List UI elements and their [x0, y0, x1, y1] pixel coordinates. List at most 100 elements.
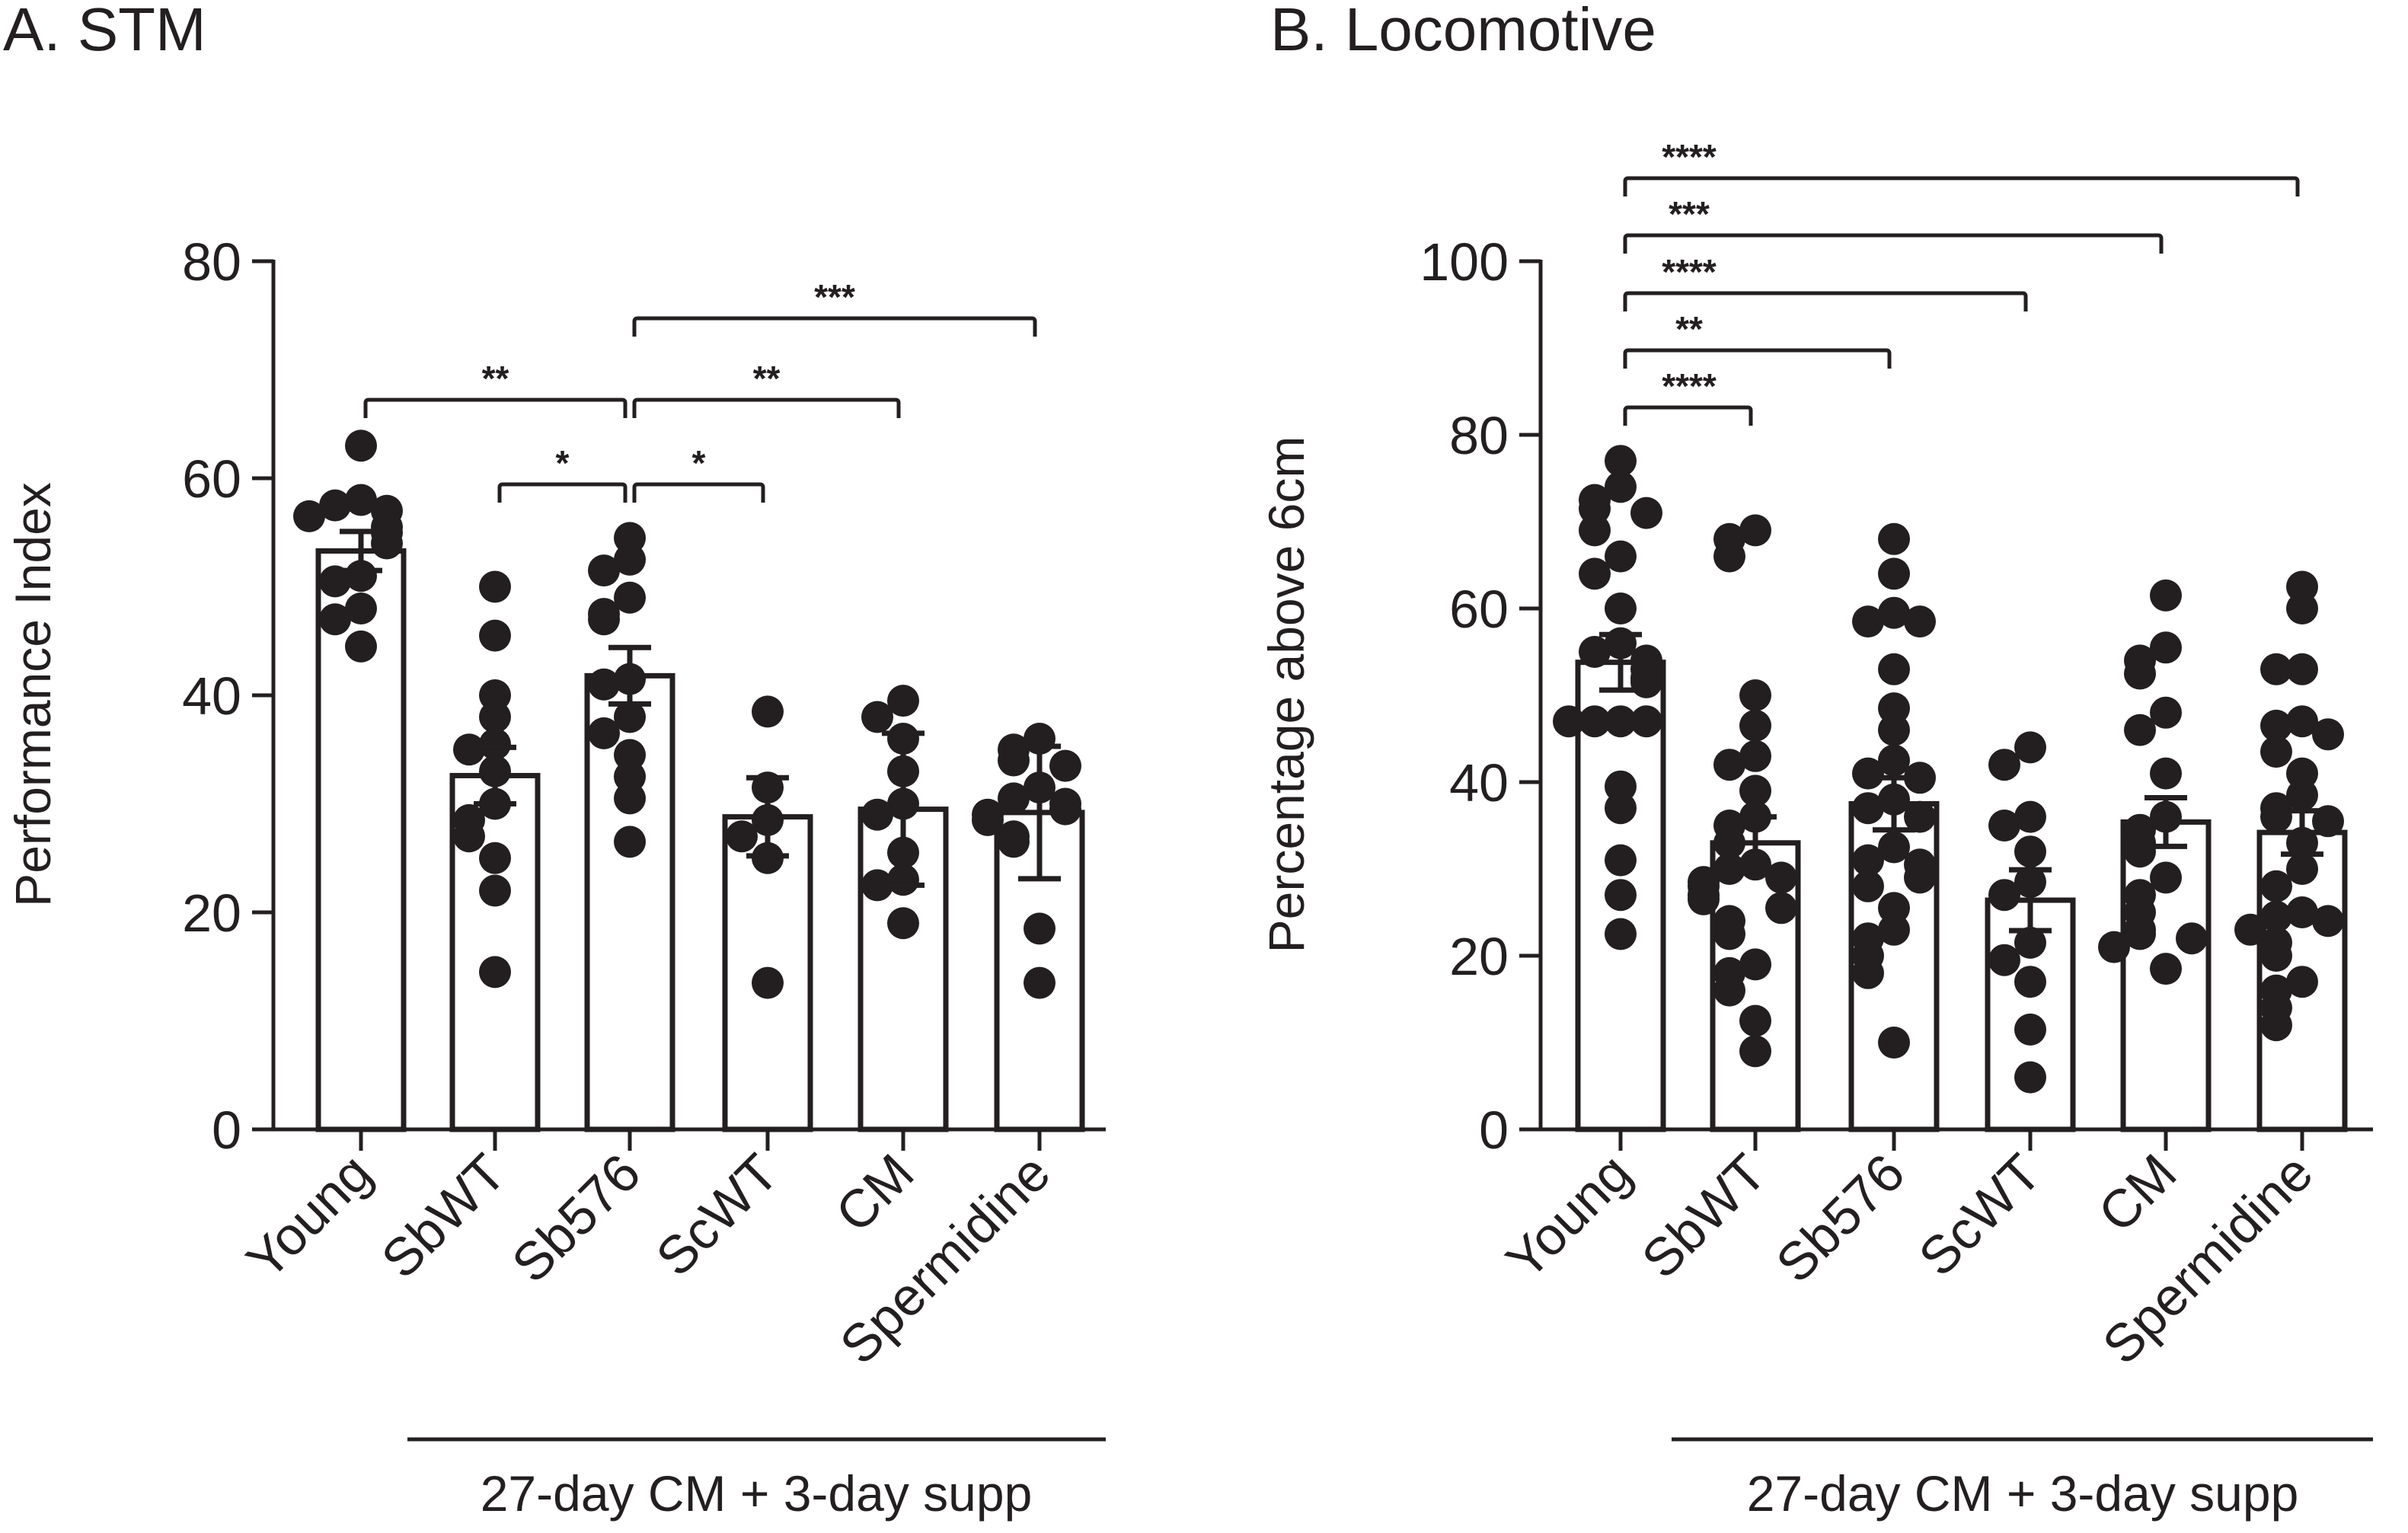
significance-bracket	[1623, 233, 2164, 254]
y-tick-label: 20	[182, 883, 241, 943]
panel-title: A. STM	[3, 0, 206, 63]
data-point	[998, 826, 1030, 858]
significance-label: ***	[1669, 194, 1710, 234]
y-tick-label: 80	[1449, 406, 1509, 465]
group-label: 27-day CM + 3-day supp	[481, 1465, 1033, 1522]
data-point	[2286, 779, 2318, 812]
data-point	[2150, 631, 2182, 664]
x-tick-label: ScWT	[645, 1142, 790, 1287]
data-point	[2260, 800, 2292, 833]
data-point	[1605, 705, 1637, 738]
y-tick-label: 60	[1449, 580, 1509, 639]
data-point	[1739, 739, 1771, 772]
data-point	[2014, 731, 2046, 764]
data-point	[1605, 879, 1637, 912]
significance-bracket	[1623, 405, 1753, 426]
data-point	[614, 782, 646, 815]
significance-label: ****	[1662, 137, 1717, 177]
data-point	[1878, 522, 1910, 555]
data-point	[887, 685, 919, 717]
y-axis-label: Percentage above 6cm	[1258, 436, 1314, 953]
x-tick-label: Young	[235, 1142, 383, 1290]
data-point	[1852, 605, 1884, 638]
data-point	[998, 744, 1030, 777]
data-point	[726, 820, 758, 853]
data-point	[887, 907, 919, 940]
data-point	[2014, 1013, 2046, 1046]
data-point	[345, 484, 377, 516]
data-point	[1765, 892, 1797, 925]
data-point	[1688, 883, 1720, 915]
significance-bracket	[1623, 348, 1892, 369]
data-point	[319, 603, 351, 636]
significance-label: **	[753, 359, 781, 398]
significance-bracket	[1623, 176, 2300, 196]
x-tick-label: Young	[1495, 1142, 1643, 1290]
data-point	[2014, 800, 2046, 833]
data-point	[479, 956, 511, 988]
data-point	[861, 798, 893, 831]
data-point	[371, 527, 403, 560]
significance-label: ****	[1662, 366, 1717, 406]
data-point	[1605, 792, 1637, 825]
data-point	[614, 543, 646, 576]
data-point	[1852, 844, 1884, 877]
data-point	[1049, 749, 1081, 782]
data-point	[1878, 596, 1910, 629]
data-point	[861, 869, 893, 902]
data-point	[972, 803, 1004, 836]
data-point	[2260, 736, 2292, 768]
data-point	[479, 701, 511, 733]
data-point	[2176, 922, 2208, 955]
y-tick-label: 0	[1479, 1100, 1509, 1160]
data-point	[479, 619, 511, 652]
significance-bracket	[1623, 291, 2028, 311]
data-point	[614, 826, 646, 858]
x-tick-label: CM	[824, 1142, 925, 1243]
panel-title: B. Locomotive	[1270, 0, 1656, 63]
data-point	[2014, 835, 2046, 868]
data-point	[1605, 471, 1637, 503]
significance-bracket	[363, 398, 628, 418]
y-tick-label: 40	[182, 666, 241, 726]
data-point	[2286, 705, 2318, 738]
data-point	[2260, 900, 2292, 933]
data-point	[1739, 774, 1771, 807]
data-point	[2124, 657, 2156, 690]
data-point	[1049, 793, 1081, 826]
data-point	[2150, 953, 2182, 985]
data-point	[1713, 853, 1745, 885]
data-point	[345, 430, 377, 462]
data-point	[1713, 749, 1745, 781]
data-point	[1904, 861, 1936, 894]
data-point	[2098, 931, 2130, 963]
data-point	[1878, 557, 1910, 590]
significance-label: ****	[1662, 252, 1717, 292]
data-point	[479, 874, 511, 907]
data-point	[2286, 592, 2318, 624]
data-point	[2286, 896, 2318, 928]
data-point	[1904, 605, 1936, 638]
data-point	[2124, 918, 2156, 950]
data-point	[1739, 679, 1771, 711]
data-point	[319, 565, 351, 598]
y-axis-label: Performance Index	[5, 482, 61, 907]
bar-cm	[857, 806, 949, 1132]
x-tick-label: ScWT	[1908, 1142, 2052, 1287]
x-tick-label: SbWT	[370, 1142, 517, 1289]
data-point	[1878, 744, 1910, 777]
data-point	[1024, 966, 1055, 999]
data-point	[1988, 879, 2020, 912]
data-point	[2286, 653, 2318, 685]
data-point	[1852, 870, 1884, 902]
data-point	[2124, 835, 2156, 868]
data-point	[2286, 853, 2318, 885]
y-tick-label: 40	[1449, 753, 1509, 813]
data-point	[2260, 940, 2292, 972]
data-point	[1988, 944, 2020, 976]
data-point	[2150, 757, 2182, 790]
data-point	[1630, 666, 1662, 698]
data-point	[2312, 905, 2344, 937]
data-point	[1605, 540, 1637, 573]
data-point	[1605, 445, 1637, 477]
